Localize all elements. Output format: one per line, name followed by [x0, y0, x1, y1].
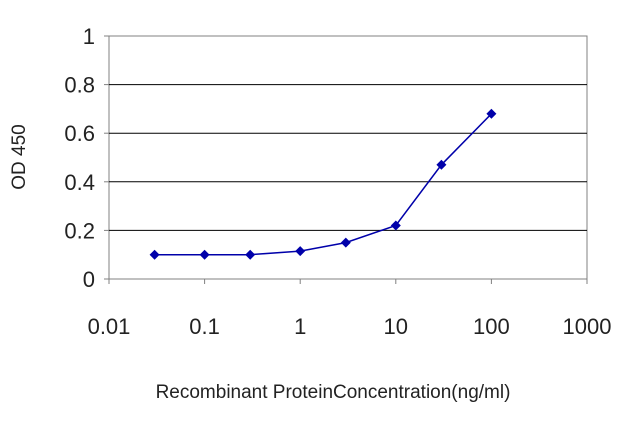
data-point: [486, 108, 497, 119]
plot-area: [108, 35, 588, 280]
data-point: [340, 237, 351, 248]
x-axis-title: Recombinant ProteinConcentration(ng/ml): [156, 382, 511, 403]
y-axis-title: OD 450: [9, 124, 30, 189]
x-tick-label: 100: [473, 314, 510, 339]
data-point: [390, 220, 401, 231]
data-point: [199, 249, 210, 260]
series-lines: [154, 113, 492, 256]
y-tick-label: 0: [83, 267, 95, 292]
x-tick-label: 10: [384, 314, 408, 339]
data-point: [436, 159, 447, 170]
x-tick-label: 1000: [563, 314, 612, 339]
y-tick-label: 1: [83, 24, 95, 49]
y-tick-label: 0.6: [64, 121, 95, 146]
axis-ticks: [104, 35, 588, 284]
x-tick-label: 0.01: [88, 314, 131, 339]
tick-labels: 0 0.2 0.4 0.6 0.8 1 0.01 0.1 1 10 100 1000: [64, 24, 611, 339]
gridlines: [109, 84, 587, 231]
data-point: [245, 249, 256, 260]
data-point: [295, 246, 306, 257]
series-markers: [149, 108, 497, 260]
x-tick-label: 1: [294, 314, 306, 339]
data-point: [149, 249, 160, 260]
y-tick-label: 0.4: [64, 170, 95, 195]
x-tick-label: 0.1: [189, 314, 220, 339]
y-tick-label: 0.2: [64, 218, 95, 243]
series-line: [154, 113, 492, 256]
y-tick-label: 0.8: [64, 73, 95, 98]
